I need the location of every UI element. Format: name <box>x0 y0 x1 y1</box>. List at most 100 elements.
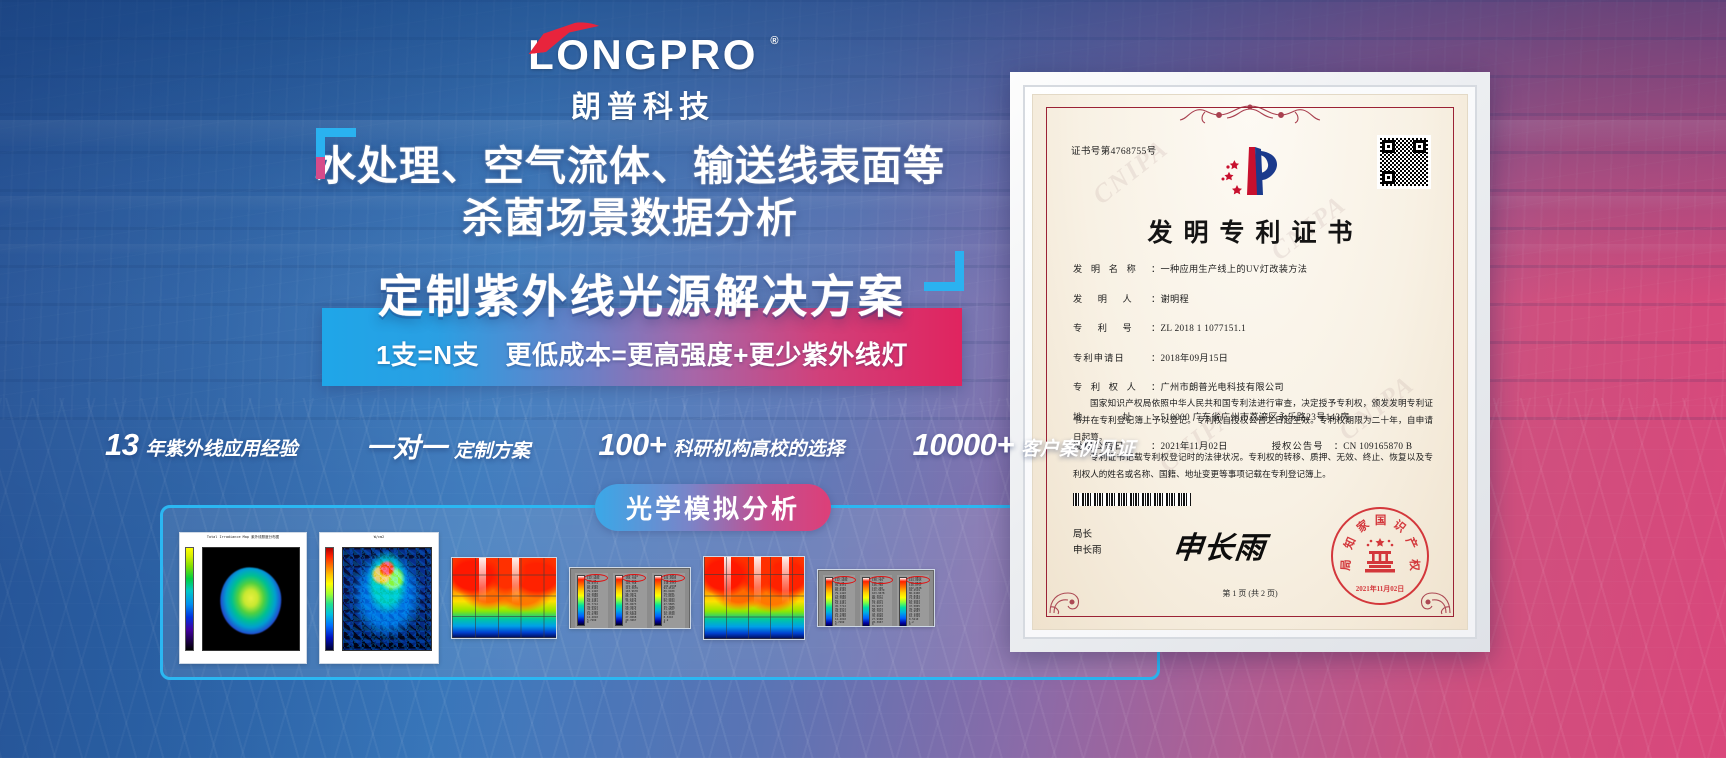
official-seal-icon: 国 家 知 识 产 权 局 2021年11月02日 <box>1331 507 1429 605</box>
stat-label-0: 年紫外线应用经验 <box>145 439 298 460</box>
signer-title: 局长 <box>1073 530 1093 540</box>
slogan-main-text: 定制紫外线光源解决方案 <box>322 274 962 319</box>
field-inventor: 发 明 人 ：谢明程 <box>1073 291 1433 305</box>
legend-column-1: 148.7134 138.799 135.799 126.768 119.168 111.… <box>860 574 893 627</box>
stat-item-2: 100+ 科研机构高校的选择 <box>598 427 844 463</box>
qr-code-icon <box>1377 135 1431 189</box>
legend-values-1: 148.7134 138.799 135.799 126.768 119.168 111.… <box>625 574 638 625</box>
colorbar-icon <box>185 546 194 651</box>
stat-number-2: 100+ <box>598 427 667 462</box>
ornament-top-icon <box>1179 104 1321 124</box>
legend-values-2: 133.8854 124.0995 118.8876 110.0757 102.2638… <box>663 574 677 625</box>
grant-date-value: ：2021年11月02日 <box>1151 441 1228 451</box>
certificate-body-text: 国家知识产权局依照中华人民共和国专利法进行审查，决定授予专利权，颁发发明专利证书… <box>1073 395 1433 445</box>
seal-char-5: 权 <box>1407 559 1421 571</box>
legend-values-0: 126.7946 112.4284 105.78 99.0374 92.4909 85.8… <box>835 576 848 627</box>
field-label: 专利申请日 <box>1073 352 1125 363</box>
legend-column-0: 126.7946 112.4284 105.78 99.0374 92.4909 85.8… <box>575 572 609 628</box>
field-value: ：510000 广东省广州市荔湾区永乐路23号143房 <box>1151 411 1350 422</box>
plot-area <box>202 546 300 651</box>
field-address: 地 址 ：510000 广东省广州市荔湾区永乐路23号143房 <box>1073 409 1433 423</box>
flare-icon <box>782 556 789 605</box>
stat-label-2: 科研机构高校的选择 <box>673 439 845 460</box>
signer-name: 申长雨 <box>1073 546 1102 557</box>
stat-number-1: 一对一 <box>365 432 447 463</box>
seal-ring-text: 国 家 知 识 产 权 局 <box>1337 513 1423 599</box>
flare-icon <box>724 556 731 605</box>
stat-number-0: 13 <box>105 427 139 462</box>
legend-column-1: 148.7134 138.799 135.799 126.768 119.168 111.… <box>613 572 647 628</box>
signer-block: 局长 申长雨 <box>1073 527 1102 559</box>
heatmap-surface-plot-2 <box>703 555 805 640</box>
field-label: 专 利 号 <box>1073 323 1135 333</box>
logo-text: LONGPRO <box>528 31 758 78</box>
headline-line-2: 杀菌场景数据分析 <box>462 195 798 242</box>
legend-colorbar-icon <box>899 576 907 626</box>
stat-item-3: 10000+ 客户案例见证 <box>913 427 1135 463</box>
legend-column-2: 133.8854 124.0995 118.8876 110.0757 102.2638… <box>651 572 685 628</box>
field-value: ：广州市朗普光电科技有限公司 <box>1151 382 1284 392</box>
legend-values-1: 148.7134 138.799 135.799 126.768 119.168 111.… <box>872 576 885 627</box>
seal-char-2: 知 <box>1342 535 1359 552</box>
simulation-image-strip: Total Irradiance Map 紫外线照度分布图 W/cm2 <box>179 530 1141 665</box>
bracket-top-left-icon <box>316 128 356 179</box>
legend-column-2: 133.8854 124.0995 118.8876 110.0757 102.2638… <box>897 574 930 627</box>
field-grant-row: 授权公告日 ：2021年11月02日 授权公告号 ：CN 109165870 B <box>1073 438 1433 452</box>
colorbar-legend-set-2: 126.7946 112.4284 105.78 99.0374 92.4909 85.8… <box>817 568 935 627</box>
legend-colorbar-icon <box>862 576 870 626</box>
handwritten-signature: 申长雨 <box>1170 532 1268 565</box>
plot-title: W/cm2 <box>373 534 385 539</box>
stat-number-3: 10000+ <box>912 427 1015 462</box>
grant-number-group: 授权公告号 ：CN 109165870 B <box>1272 438 1413 452</box>
plot-title: Total Irradiance Map 紫外线照度分布图 <box>206 534 280 539</box>
field-invention-name: 发 明 名 称 ：一种应用生产线上的UV灯改装方法 <box>1073 261 1433 275</box>
colorbar-icon <box>325 546 334 651</box>
stats-row: 13 年紫外线应用经验 一对一 定制方案 100+ 科研机构高校的选择 1000… <box>105 424 1135 466</box>
cnipa-emblem-icon <box>1221 147 1277 195</box>
field-label: 发 明 人 <box>1073 293 1135 304</box>
field-patentee: 专 利 权 人 ：广州市朗普光电科技有限公司 <box>1073 379 1433 393</box>
body-paragraph-2: 专利证书记载专利权登记时的法律状况。专利权的转移、质押、无效、终止、恢复以及专利… <box>1073 452 1433 479</box>
plot-area <box>342 546 432 651</box>
seal-date: 2021年11月02日 <box>1355 585 1405 593</box>
registered-trademark-icon: ® <box>770 35 781 47</box>
bracket-bottom-right-icon <box>924 250 964 291</box>
legend-colorbar-icon <box>577 574 585 626</box>
patent-certificate-frame: CNIPA CNIPA CNIPA CNIPA 证书号第4768755号 <box>1010 72 1490 652</box>
field-value: ：ZL 2018 1 1077151.1 <box>1151 323 1246 333</box>
certificate-title: 发明专利证书 <box>1147 220 1364 247</box>
legend-set: 126.7946 112.4284 105.78 99.0374 92.4909 85.8… <box>818 569 934 627</box>
field-value: ：谢明程 <box>1151 293 1189 304</box>
headline-line-1: 水处理、空气流体、输送线表面等 <box>315 143 945 189</box>
stat-item-0: 13 年紫外线应用经验 <box>105 427 298 463</box>
field-label: 专 利 权 人 <box>1073 382 1140 392</box>
legend-colorbar-icon <box>653 574 662 626</box>
certificate-paper: CNIPA CNIPA CNIPA CNIPA 证书号第4768755号 <box>1032 94 1468 630</box>
barcode-icon <box>1073 493 1191 506</box>
legend-colorbar-icon <box>615 574 624 626</box>
grant-number-label: 授权公告号 <box>1271 441 1324 451</box>
heatmap-area <box>452 557 556 638</box>
flare-icon <box>512 557 520 604</box>
highlight-ellipse-icon <box>869 575 893 584</box>
grant-date-label: 授权公告日 <box>1073 441 1125 451</box>
headline-block: 水处理、空气流体、输送线表面等 杀菌场景数据分析 <box>300 128 964 291</box>
certificate-body-text-2: 专利证书记载专利权登记时的法律状况。专利权的转移、质押、无效、终止、恢复以及专利… <box>1073 449 1433 483</box>
colorbar-legend-set-1: 126.7946 112.4284 105.78 99.0374 92.4909 85.8… <box>569 566 691 629</box>
certificate-inner-border: CNIPA CNIPA CNIPA CNIPA 证书号第4768755号 <box>1023 85 1477 639</box>
highlight-ellipse-icon <box>660 573 685 582</box>
legend-colorbar-icon <box>825 576 833 626</box>
logo-wordmark: LONGPRO ® <box>518 31 779 78</box>
heatmap-area <box>704 556 804 639</box>
stat-item-1: 一对一 定制方案 <box>366 426 530 465</box>
stat-label-1: 定制方案 <box>453 440 530 462</box>
seal-char-0: 国 <box>1374 515 1387 527</box>
field-value: ：一种应用生产线上的UV灯改装方法 <box>1151 264 1308 274</box>
stat-label-3: 客户案例见证 <box>1020 439 1135 460</box>
legend-values-2: 133.8854 124.0995 118.8876 110.0757 102.2638… <box>909 576 922 627</box>
slogan-bar: 定制紫外线光源解决方案 1支=N支 更低成本=更高强度+更少紫外线灯 <box>322 274 962 386</box>
highlight-ellipse-icon <box>832 575 856 584</box>
legend-set: 126.7946 112.4284 105.78 99.0374 92.4909 85.8… <box>570 567 690 628</box>
ornament-corner-bottom-right-icon <box>1420 592 1451 615</box>
